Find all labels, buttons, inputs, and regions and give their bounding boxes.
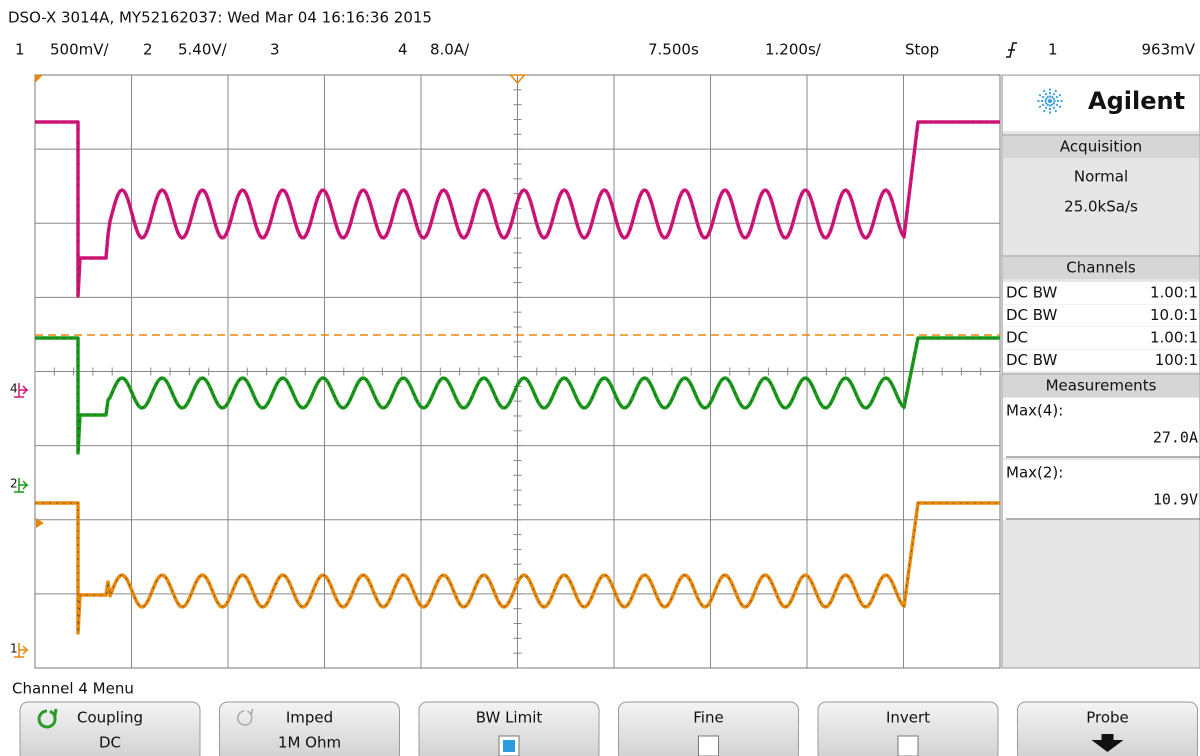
channel-scale: 8.0A/ <box>430 41 470 59</box>
softkey[interactable]: Invert <box>817 701 999 756</box>
time-scale: 1.200s/ <box>765 41 822 59</box>
time-reference-marker <box>35 75 43 83</box>
logo-ray <box>1042 88 1051 102</box>
brand-box <box>1003 76 1199 131</box>
measurement-bg <box>1003 460 1199 520</box>
entry-knob-icon <box>37 708 58 729</box>
channel-number: 1 <box>15 41 25 59</box>
channel-scale: 5.40V/ <box>178 41 228 59</box>
run-state: Stop <box>905 41 939 59</box>
softkey-label: BW Limit <box>476 709 543 727</box>
logo-ray <box>1042 100 1051 114</box>
softkey-value: DC <box>99 734 121 752</box>
softkey-bg[interactable] <box>418 701 600 756</box>
channel-row-bg <box>1003 304 1199 327</box>
ground-marker-label: 4 <box>10 382 18 396</box>
softkey[interactable]: Fine <box>618 701 799 756</box>
measurement-value: 27.0A <box>1153 429 1198 447</box>
channel-row-bg <box>1003 349 1199 372</box>
channel-row-bg <box>1003 327 1199 349</box>
softkey-bg[interactable] <box>618 701 799 756</box>
channel1-offset-marker <box>36 518 44 528</box>
acq-mode: Normal <box>1074 168 1128 186</box>
channel-probe: 1.00:1 <box>1150 284 1198 302</box>
trigger-marker <box>508 74 527 85</box>
channel-probe: 100:1 <box>1155 351 1198 369</box>
softkey-arrow <box>1091 734 1124 752</box>
title: DSO-X 3014A, MY52162037: Wed Mar 04 16:1… <box>8 9 432 27</box>
ground-marker <box>14 478 29 493</box>
channel-probe: 10.0:1 <box>1150 306 1198 324</box>
softkey[interactable]: Imped 1M Ohm <box>219 701 400 756</box>
logo-ray <box>1049 100 1063 109</box>
ground-marker <box>14 643 29 658</box>
softkey-label: Imped <box>286 709 333 727</box>
entry-knob-icon <box>237 708 254 726</box>
trigger-icon <box>1006 42 1017 58</box>
softkey-bg[interactable] <box>19 701 201 756</box>
checkbox[interactable] <box>897 735 919 756</box>
logo-ray <box>1049 100 1058 114</box>
trigger-level: 963mV <box>1141 41 1195 59</box>
time-delay: 7.500s <box>648 41 699 59</box>
logo-ray <box>1049 93 1063 102</box>
section-title: Measurements <box>1046 377 1157 395</box>
menu-title: Channel 4 Menu <box>12 680 134 698</box>
softkey[interactable]: Coupling DC <box>19 701 201 756</box>
waveform <box>35 120 1000 298</box>
ground-marker-label: 1 <box>10 642 18 656</box>
softkey-label: Probe <box>1086 709 1129 727</box>
waveform-noise <box>35 502 1000 634</box>
channel-number: 3 <box>270 41 280 59</box>
softkey-label: Fine <box>693 709 723 727</box>
trigger-source: 1 <box>1048 41 1058 59</box>
checkbox-mark <box>503 740 515 752</box>
section-title: Acquisition <box>1060 138 1142 156</box>
measurement-label: Max(4): <box>1006 402 1063 420</box>
waveform-noise <box>35 337 1000 454</box>
softkey-bg[interactable] <box>817 701 999 756</box>
softkey[interactable]: Probe <box>1017 701 1198 756</box>
logo-ray <box>1037 93 1051 102</box>
channel-coupling: DC BW <box>1006 306 1058 324</box>
channel-number: 4 <box>398 41 408 59</box>
channel-coupling: DC BW <box>1006 284 1058 302</box>
measurement-label: Max(2): <box>1006 464 1063 482</box>
measurement-value: 10.9V <box>1153 491 1198 509</box>
ground-marker <box>14 383 29 398</box>
channel-number: 2 <box>143 41 153 59</box>
brand: Agilent <box>1088 87 1185 115</box>
ground-marker-label: 2 <box>10 477 18 491</box>
softkey-bg[interactable] <box>219 701 400 756</box>
channel-coupling: DC BW <box>1006 351 1058 369</box>
channel-probe: 1.00:1 <box>1150 329 1198 347</box>
acq-rate: 25.0kSa/s <box>1064 198 1138 216</box>
measurement-bg <box>1003 398 1199 458</box>
logo-ray <box>1037 100 1051 109</box>
channel-scale: 500mV/ <box>50 41 110 59</box>
channel-coupling: DC <box>1006 329 1028 347</box>
softkey-label: Invert <box>886 709 930 727</box>
checkbox[interactable] <box>698 735 719 756</box>
softkey-label: Coupling <box>77 709 143 727</box>
channel-row-bg <box>1003 282 1199 304</box>
brand-logo <box>1036 87 1064 115</box>
section-title: Channels <box>1066 259 1136 277</box>
section-header <box>1003 136 1199 158</box>
section-header <box>1003 375 1199 397</box>
logo-ray <box>1049 88 1058 102</box>
section-header <box>1003 257 1199 279</box>
softkey-value: 1M Ohm <box>278 734 341 752</box>
softkey-bg[interactable] <box>1017 701 1198 756</box>
softkey[interactable]: BW Limit <box>418 701 600 756</box>
